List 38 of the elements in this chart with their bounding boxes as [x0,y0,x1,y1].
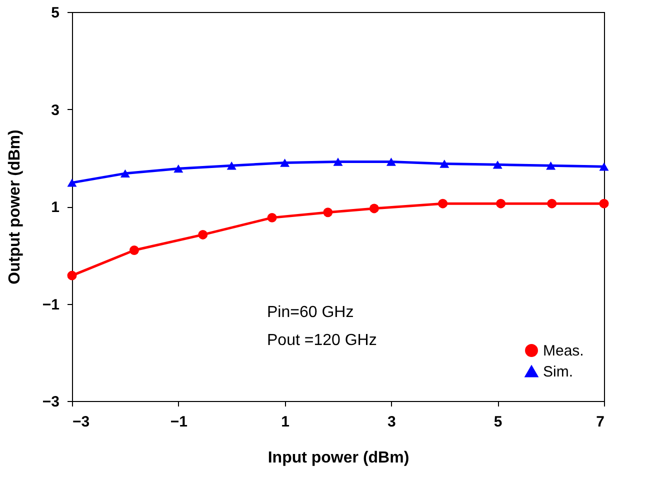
point [198,230,208,240]
legend-label: Meas. [543,342,584,360]
x-tick-label: 7 [596,414,604,430]
legend-label: Sim. [543,364,573,380]
point [492,160,502,169]
annotation: Pout =120 GHz [267,332,377,349]
x-tick-label: 3 [388,414,396,430]
y-axis-title: Output power (dBm) [6,130,24,284]
annotation: Pin=60 GHz [267,304,354,321]
point [546,162,556,170]
point [438,198,448,208]
point [369,204,379,214]
point [547,198,557,208]
y-tick-label: 3 [51,102,60,119]
point [599,198,609,208]
point [174,164,184,173]
point [333,158,343,166]
point [267,212,277,222]
point [67,178,77,187]
x-tick-label: −1 [170,414,188,430]
x-axis-title: Input power (dBm) [268,450,410,466]
point [386,158,396,166]
y-tick-label: −1 [42,296,60,314]
point [599,162,609,171]
point [496,198,506,208]
point [280,158,290,167]
point [67,270,77,280]
point [120,169,130,178]
y-tick-label: −3 [42,394,60,410]
point [440,160,450,168]
point [130,246,139,255]
x-tick-label: −3 [72,414,90,430]
x-tick-label: 1 [281,414,290,430]
point [226,162,236,170]
x-tick-label: 5 [494,414,502,430]
point [323,208,333,218]
y-tick-label: 5 [51,4,60,22]
y-tick-label: 1 [51,199,60,216]
